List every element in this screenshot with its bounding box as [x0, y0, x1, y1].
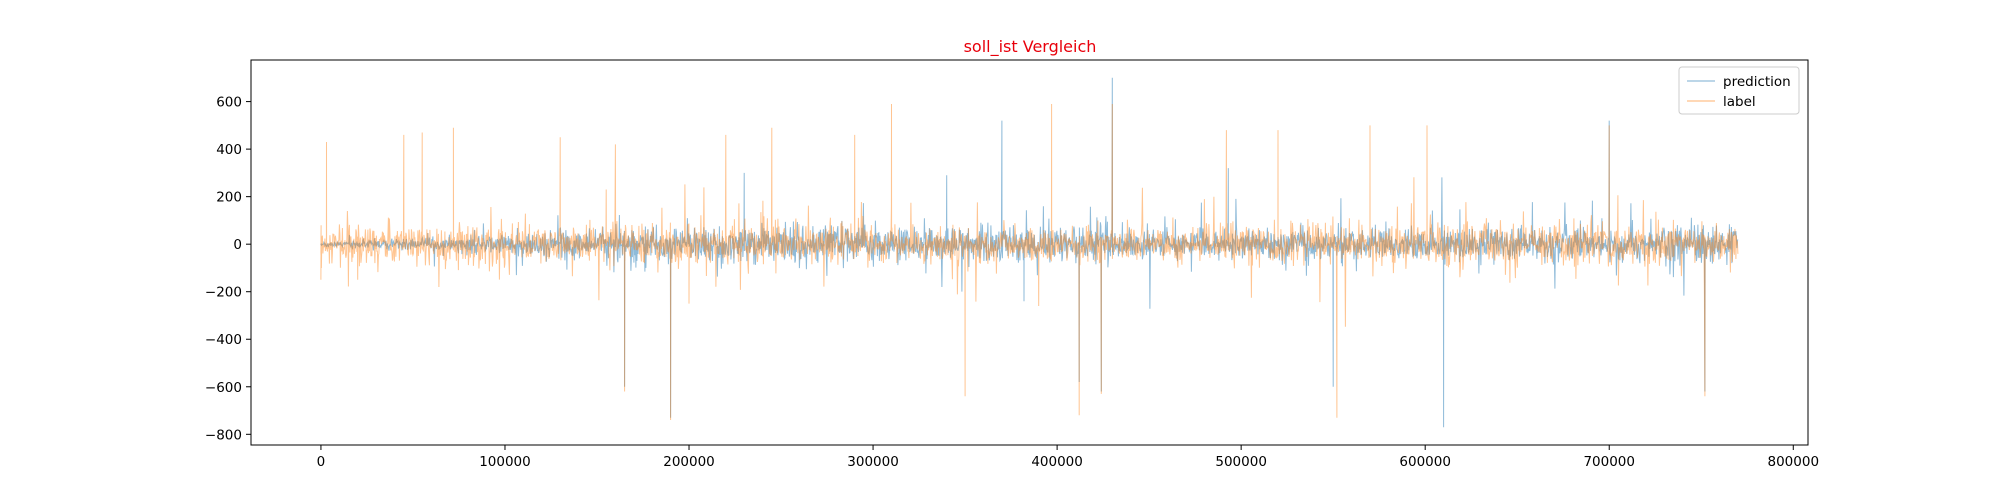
series-line-prediction	[320, 77, 1739, 428]
x-tick-label: 200000	[663, 454, 715, 470]
x-tick-label: 100000	[479, 454, 531, 470]
y-tick-label: −200	[205, 285, 242, 301]
x-tick-label: 500000	[1215, 454, 1267, 470]
y-tick-label: −800	[205, 427, 242, 443]
y-axis: 600 400 200 0 −200 −400 −600 −800	[205, 95, 251, 443]
series-line-label	[320, 103, 1739, 421]
x-axis: 0 100000 200000 300000 400000 500000 600000 700…	[317, 445, 1819, 470]
x-tick-label: 600000	[1399, 454, 1451, 470]
legend-label-prediction: prediction	[1723, 74, 1791, 90]
plot-traces	[320, 77, 1739, 428]
x-tick-label: 400000	[1031, 454, 1083, 470]
x-tick-label: 800000	[1768, 454, 1820, 470]
y-tick-label: −400	[205, 332, 242, 348]
legend: prediction label	[1678, 66, 1800, 115]
y-tick-label: 600	[216, 95, 242, 111]
x-tick-label: 700000	[1583, 454, 1635, 470]
x-tick-label: 300000	[847, 454, 899, 470]
legend-label-label: label	[1723, 94, 1756, 110]
legend-box	[1678, 66, 1800, 115]
y-tick-label: 0	[233, 237, 242, 253]
y-tick-label: −600	[205, 380, 242, 396]
plot-area-frame	[250, 59, 1809, 446]
y-tick-label: 200	[216, 190, 242, 206]
y-tick-label: 400	[216, 142, 242, 158]
x-tick-label: 0	[317, 454, 326, 470]
chart-title: soll_ist Vergleich	[964, 37, 1097, 57]
